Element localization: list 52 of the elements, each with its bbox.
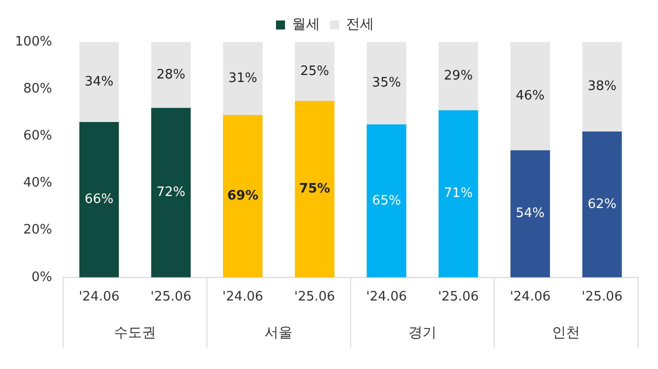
- data-label: 35%: [372, 76, 401, 91]
- data-label: 28%: [156, 67, 186, 82]
- bar: [438, 42, 478, 110]
- text: 서울: [264, 325, 293, 342]
- x-tick-label: '24.06: [366, 290, 407, 305]
- legend-label: 전세: [346, 16, 374, 33]
- bar: [79, 122, 119, 278]
- bar: [582, 42, 622, 132]
- data-label: 46%: [516, 88, 545, 104]
- y-tick-label: 20%: [23, 222, 52, 238]
- bar: [294, 42, 334, 101]
- data-label: 54%: [516, 206, 545, 222]
- data-label: 71%: [444, 186, 473, 202]
- data-label: 34%: [84, 74, 114, 90]
- bar: [438, 110, 478, 278]
- bar: [79, 42, 119, 122]
- bar: [294, 100, 334, 278]
- x-tick-label: '25.06: [438, 290, 479, 305]
- text: 인천: [552, 325, 580, 342]
- x-tick-label: '24.06: [510, 290, 551, 305]
- x-tick-label: '25.06: [150, 290, 192, 305]
- bar: [510, 42, 550, 150]
- data-label: 29%: [444, 68, 473, 84]
- y-tick-label: 0%: [32, 270, 52, 285]
- bar: [151, 108, 191, 278]
- bar: [223, 114, 263, 278]
- data-label: 38%: [588, 79, 617, 94]
- bar: [366, 42, 406, 124]
- data-label: 62%: [588, 196, 617, 212]
- data-label: 25%: [300, 64, 330, 79]
- y-tick-label: 80%: [23, 81, 52, 96]
- data-label: 69%: [227, 188, 258, 204]
- text: 경기: [408, 325, 436, 342]
- x-tick-label: '25.06: [582, 290, 622, 305]
- y-tick-label: 100%: [14, 34, 52, 50]
- data-label: 75%: [299, 182, 330, 196]
- x-tick-label: '24.06: [222, 290, 264, 305]
- x-tick-label: '24.06: [78, 290, 120, 305]
- data-label: 65%: [372, 193, 401, 208]
- y-tick-label: 40%: [23, 176, 52, 191]
- legend-label: 월세: [292, 16, 320, 33]
- data-label: 66%: [84, 192, 114, 208]
- y-tick-label: 60%: [23, 128, 52, 144]
- bar: [582, 131, 622, 278]
- bar: [223, 42, 263, 115]
- data-label: 31%: [228, 70, 258, 86]
- data-label: 72%: [156, 185, 186, 200]
- bar: [510, 150, 550, 278]
- bar: [366, 124, 406, 278]
- text: 수도권: [114, 325, 156, 342]
- bar: [151, 42, 191, 108]
- x-tick-label: '25.06: [294, 290, 336, 305]
